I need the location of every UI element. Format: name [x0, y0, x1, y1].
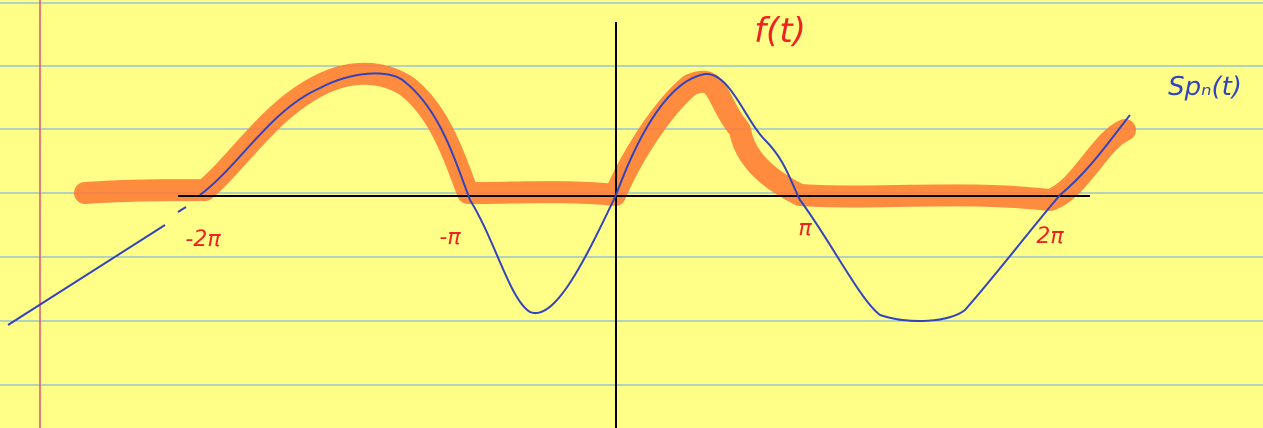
- note: f(t) Spₙ(t) -2π -π π 2π: [0, 0, 1263, 428]
- tick-label: -2π: [185, 227, 221, 252]
- tick-label: 2π: [1036, 224, 1064, 249]
- f-label: f(t): [754, 11, 806, 51]
- sp-label: Spₙ(t): [1168, 72, 1242, 102]
- page: f(t) Spₙ(t) -2π -π π 2π (() => { const d…: [0, 0, 1263, 428]
- paper: [0, 0, 1263, 428]
- tick-label: π: [798, 216, 812, 241]
- tick-label: -π: [439, 225, 461, 250]
